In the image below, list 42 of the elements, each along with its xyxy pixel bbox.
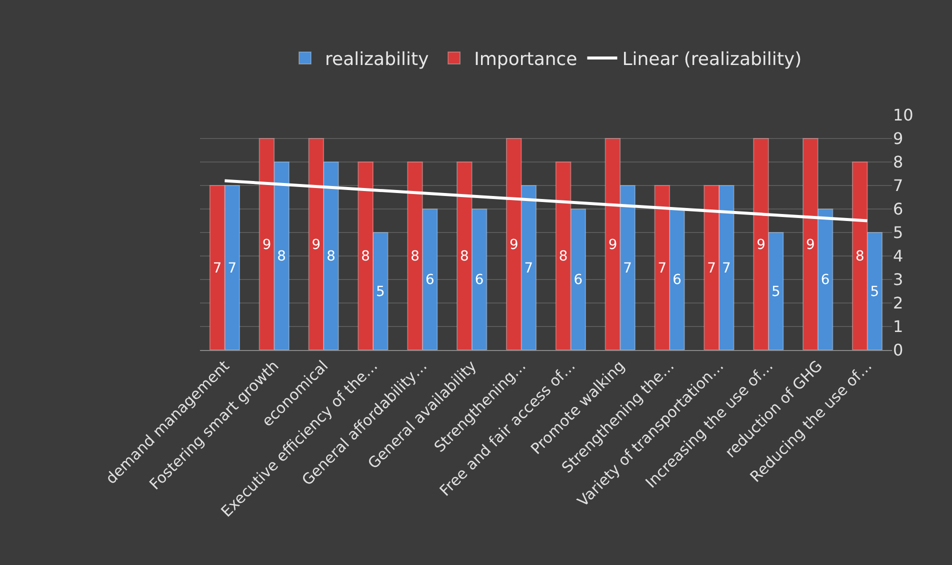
data-label: 9 bbox=[262, 236, 272, 253]
data-label: 9 bbox=[806, 236, 815, 253]
data-label: 6 bbox=[474, 272, 484, 288]
data-label: 8 bbox=[558, 248, 568, 265]
data-label: 6 bbox=[425, 272, 434, 288]
legend-label: Importance bbox=[474, 49, 578, 70]
data-label: 5 bbox=[771, 284, 780, 300]
data-label: 9 bbox=[756, 236, 766, 253]
y-tick-label: 0 bbox=[893, 340, 904, 360]
data-label: 7 bbox=[228, 260, 237, 276]
data-label: 7 bbox=[707, 260, 716, 276]
data-label: 7 bbox=[658, 260, 667, 276]
data-label: 6 bbox=[672, 272, 682, 288]
y-tick-label: 3 bbox=[893, 270, 904, 290]
y-tick-label: 4 bbox=[893, 246, 904, 266]
data-label: 8 bbox=[361, 248, 370, 265]
data-label: 6 bbox=[820, 272, 830, 288]
data-label: 9 bbox=[312, 236, 321, 253]
y-tick-label: 9 bbox=[893, 129, 904, 148]
y-tick-label: 10 bbox=[893, 106, 914, 125]
data-label: 9 bbox=[608, 236, 618, 253]
data-label: 7 bbox=[722, 260, 731, 276]
data-label: 7 bbox=[623, 260, 632, 276]
data-label: 7 bbox=[212, 260, 222, 276]
legend-label: Linear (realizability) bbox=[622, 49, 802, 70]
data-label: 6 bbox=[574, 272, 583, 288]
data-label: 8 bbox=[277, 248, 286, 265]
data-label: 5 bbox=[870, 284, 880, 300]
legend-label: realizability bbox=[325, 49, 430, 70]
data-label: 8 bbox=[460, 248, 469, 265]
y-tick-label: 2 bbox=[893, 294, 904, 313]
data-label: 5 bbox=[376, 284, 385, 300]
data-label: 8 bbox=[326, 248, 336, 265]
y-tick-label: 8 bbox=[893, 152, 904, 172]
data-label: 9 bbox=[509, 236, 518, 253]
data-label: 8 bbox=[410, 248, 420, 265]
y-tick-label: 7 bbox=[893, 176, 904, 196]
y-tick-label: 5 bbox=[893, 223, 904, 242]
y-tick-label: 1 bbox=[893, 317, 904, 336]
y-tick-label: 6 bbox=[893, 200, 904, 219]
data-label: 8 bbox=[855, 248, 864, 265]
data-label: 7 bbox=[524, 260, 534, 276]
